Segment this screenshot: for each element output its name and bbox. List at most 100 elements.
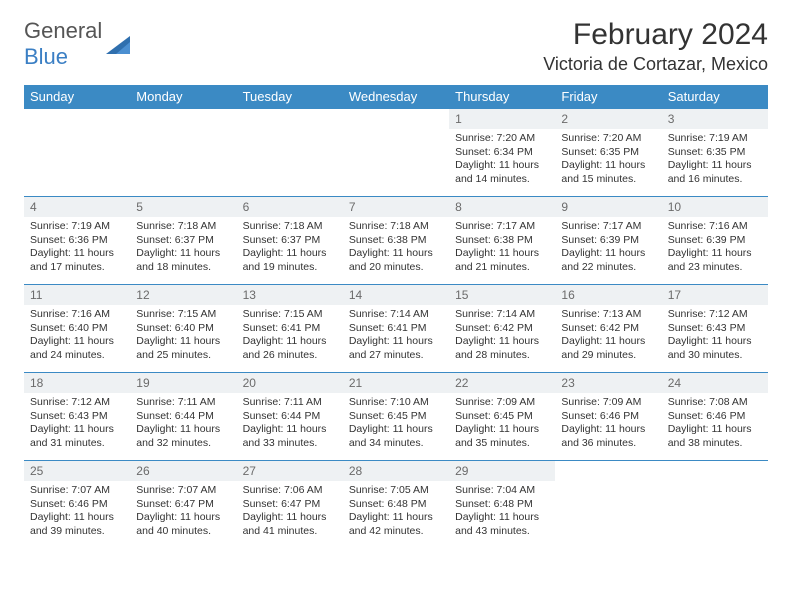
calendar-cell: 25Sunrise: 7:07 AMSunset: 6:46 PMDayligh… — [24, 461, 130, 549]
logo: General Blue — [24, 18, 136, 70]
calendar-cell: .. — [343, 109, 449, 197]
day-number: 14 — [343, 285, 449, 305]
calendar-cell: 20Sunrise: 7:11 AMSunset: 6:44 PMDayligh… — [237, 373, 343, 461]
calendar-cell: 13Sunrise: 7:15 AMSunset: 6:41 PMDayligh… — [237, 285, 343, 373]
calendar-row: 25Sunrise: 7:07 AMSunset: 6:46 PMDayligh… — [24, 461, 768, 549]
day-info: Sunrise: 7:12 AMSunset: 6:43 PMDaylight:… — [662, 305, 768, 367]
day-number: 17 — [662, 285, 768, 305]
calendar-cell: 5Sunrise: 7:18 AMSunset: 6:37 PMDaylight… — [130, 197, 236, 285]
day-number: 24 — [662, 373, 768, 393]
day-number: 2 — [555, 109, 661, 129]
calendar-cell: 3Sunrise: 7:19 AMSunset: 6:35 PMDaylight… — [662, 109, 768, 197]
day-info: Sunrise: 7:15 AMSunset: 6:40 PMDaylight:… — [130, 305, 236, 367]
day-info: Sunrise: 7:18 AMSunset: 6:37 PMDaylight:… — [130, 217, 236, 279]
day-info: Sunrise: 7:16 AMSunset: 6:40 PMDaylight:… — [24, 305, 130, 367]
day-info: Sunrise: 7:18 AMSunset: 6:38 PMDaylight:… — [343, 217, 449, 279]
calendar-cell: 16Sunrise: 7:13 AMSunset: 6:42 PMDayligh… — [555, 285, 661, 373]
calendar-cell: 6Sunrise: 7:18 AMSunset: 6:37 PMDaylight… — [237, 197, 343, 285]
day-number: 9 — [555, 197, 661, 217]
day-info: Sunrise: 7:17 AMSunset: 6:38 PMDaylight:… — [449, 217, 555, 279]
logo-text: General Blue — [24, 18, 102, 70]
calendar-cell: 12Sunrise: 7:15 AMSunset: 6:40 PMDayligh… — [130, 285, 236, 373]
day-number: 1 — [449, 109, 555, 129]
calendar-row: ........1Sunrise: 7:20 AMSunset: 6:34 PM… — [24, 109, 768, 197]
calendar-cell: 21Sunrise: 7:10 AMSunset: 6:45 PMDayligh… — [343, 373, 449, 461]
logo-word-a: General — [24, 18, 102, 43]
day-info: Sunrise: 7:11 AMSunset: 6:44 PMDaylight:… — [237, 393, 343, 455]
calendar-cell: 9Sunrise: 7:17 AMSunset: 6:39 PMDaylight… — [555, 197, 661, 285]
weekday-header-row: SundayMondayTuesdayWednesdayThursdayFrid… — [24, 85, 768, 109]
calendar-cell: .. — [130, 109, 236, 197]
day-number: 20 — [237, 373, 343, 393]
day-info: Sunrise: 7:20 AMSunset: 6:35 PMDaylight:… — [555, 129, 661, 191]
day-number: 8 — [449, 197, 555, 217]
weekday-header: Thursday — [449, 85, 555, 109]
day-number: 29 — [449, 461, 555, 481]
day-number: 11 — [24, 285, 130, 305]
calendar-cell: 1Sunrise: 7:20 AMSunset: 6:34 PMDaylight… — [449, 109, 555, 197]
calendar-cell: .. — [555, 461, 661, 549]
day-info: Sunrise: 7:10 AMSunset: 6:45 PMDaylight:… — [343, 393, 449, 455]
day-number: 6 — [237, 197, 343, 217]
logo-triangle-icon — [106, 32, 136, 56]
day-number: 28 — [343, 461, 449, 481]
calendar-cell: 28Sunrise: 7:05 AMSunset: 6:48 PMDayligh… — [343, 461, 449, 549]
day-info: Sunrise: 7:14 AMSunset: 6:41 PMDaylight:… — [343, 305, 449, 367]
calendar-cell: 19Sunrise: 7:11 AMSunset: 6:44 PMDayligh… — [130, 373, 236, 461]
calendar-cell: .. — [24, 109, 130, 197]
calendar-row: 11Sunrise: 7:16 AMSunset: 6:40 PMDayligh… — [24, 285, 768, 373]
day-info: Sunrise: 7:09 AMSunset: 6:45 PMDaylight:… — [449, 393, 555, 455]
day-number: 22 — [449, 373, 555, 393]
calendar-cell: .. — [237, 109, 343, 197]
day-info: Sunrise: 7:11 AMSunset: 6:44 PMDaylight:… — [130, 393, 236, 455]
calendar-cell: 24Sunrise: 7:08 AMSunset: 6:46 PMDayligh… — [662, 373, 768, 461]
day-info: Sunrise: 7:16 AMSunset: 6:39 PMDaylight:… — [662, 217, 768, 279]
day-info: Sunrise: 7:09 AMSunset: 6:46 PMDaylight:… — [555, 393, 661, 455]
header: General Blue February 2024 Victoria de C… — [24, 18, 768, 75]
day-info: Sunrise: 7:13 AMSunset: 6:42 PMDaylight:… — [555, 305, 661, 367]
day-number: 21 — [343, 373, 449, 393]
day-number: 15 — [449, 285, 555, 305]
day-number: 18 — [24, 373, 130, 393]
month-title: February 2024 — [543, 18, 768, 52]
day-number: 25 — [24, 461, 130, 481]
day-number: 26 — [130, 461, 236, 481]
day-info: Sunrise: 7:17 AMSunset: 6:39 PMDaylight:… — [555, 217, 661, 279]
calendar-cell: 10Sunrise: 7:16 AMSunset: 6:39 PMDayligh… — [662, 197, 768, 285]
logo-word-b: Blue — [24, 44, 68, 69]
day-number: 27 — [237, 461, 343, 481]
calendar-table: SundayMondayTuesdayWednesdayThursdayFrid… — [24, 85, 768, 549]
weekday-header: Friday — [555, 85, 661, 109]
calendar-cell: 18Sunrise: 7:12 AMSunset: 6:43 PMDayligh… — [24, 373, 130, 461]
day-number: 19 — [130, 373, 236, 393]
day-info: Sunrise: 7:08 AMSunset: 6:46 PMDaylight:… — [662, 393, 768, 455]
day-info: Sunrise: 7:06 AMSunset: 6:47 PMDaylight:… — [237, 481, 343, 543]
weekday-header: Saturday — [662, 85, 768, 109]
calendar-cell: 27Sunrise: 7:06 AMSunset: 6:47 PMDayligh… — [237, 461, 343, 549]
day-info: Sunrise: 7:15 AMSunset: 6:41 PMDaylight:… — [237, 305, 343, 367]
calendar-cell: 14Sunrise: 7:14 AMSunset: 6:41 PMDayligh… — [343, 285, 449, 373]
calendar-cell: 4Sunrise: 7:19 AMSunset: 6:36 PMDaylight… — [24, 197, 130, 285]
day-info: Sunrise: 7:18 AMSunset: 6:37 PMDaylight:… — [237, 217, 343, 279]
calendar-cell: 15Sunrise: 7:14 AMSunset: 6:42 PMDayligh… — [449, 285, 555, 373]
calendar-cell: 11Sunrise: 7:16 AMSunset: 6:40 PMDayligh… — [24, 285, 130, 373]
calendar-cell: 26Sunrise: 7:07 AMSunset: 6:47 PMDayligh… — [130, 461, 236, 549]
day-number: 13 — [237, 285, 343, 305]
weekday-header: Tuesday — [237, 85, 343, 109]
day-info: Sunrise: 7:07 AMSunset: 6:47 PMDaylight:… — [130, 481, 236, 543]
day-number: 12 — [130, 285, 236, 305]
day-info: Sunrise: 7:05 AMSunset: 6:48 PMDaylight:… — [343, 481, 449, 543]
day-info: Sunrise: 7:04 AMSunset: 6:48 PMDaylight:… — [449, 481, 555, 543]
calendar-cell: 29Sunrise: 7:04 AMSunset: 6:48 PMDayligh… — [449, 461, 555, 549]
day-number: 23 — [555, 373, 661, 393]
weekday-header: Wednesday — [343, 85, 449, 109]
weekday-header: Sunday — [24, 85, 130, 109]
weekday-header: Monday — [130, 85, 236, 109]
calendar-cell: 2Sunrise: 7:20 AMSunset: 6:35 PMDaylight… — [555, 109, 661, 197]
day-info: Sunrise: 7:19 AMSunset: 6:35 PMDaylight:… — [662, 129, 768, 191]
calendar-cell: 17Sunrise: 7:12 AMSunset: 6:43 PMDayligh… — [662, 285, 768, 373]
day-info: Sunrise: 7:12 AMSunset: 6:43 PMDaylight:… — [24, 393, 130, 455]
day-number: 16 — [555, 285, 661, 305]
calendar-cell: 8Sunrise: 7:17 AMSunset: 6:38 PMDaylight… — [449, 197, 555, 285]
day-number: 10 — [662, 197, 768, 217]
